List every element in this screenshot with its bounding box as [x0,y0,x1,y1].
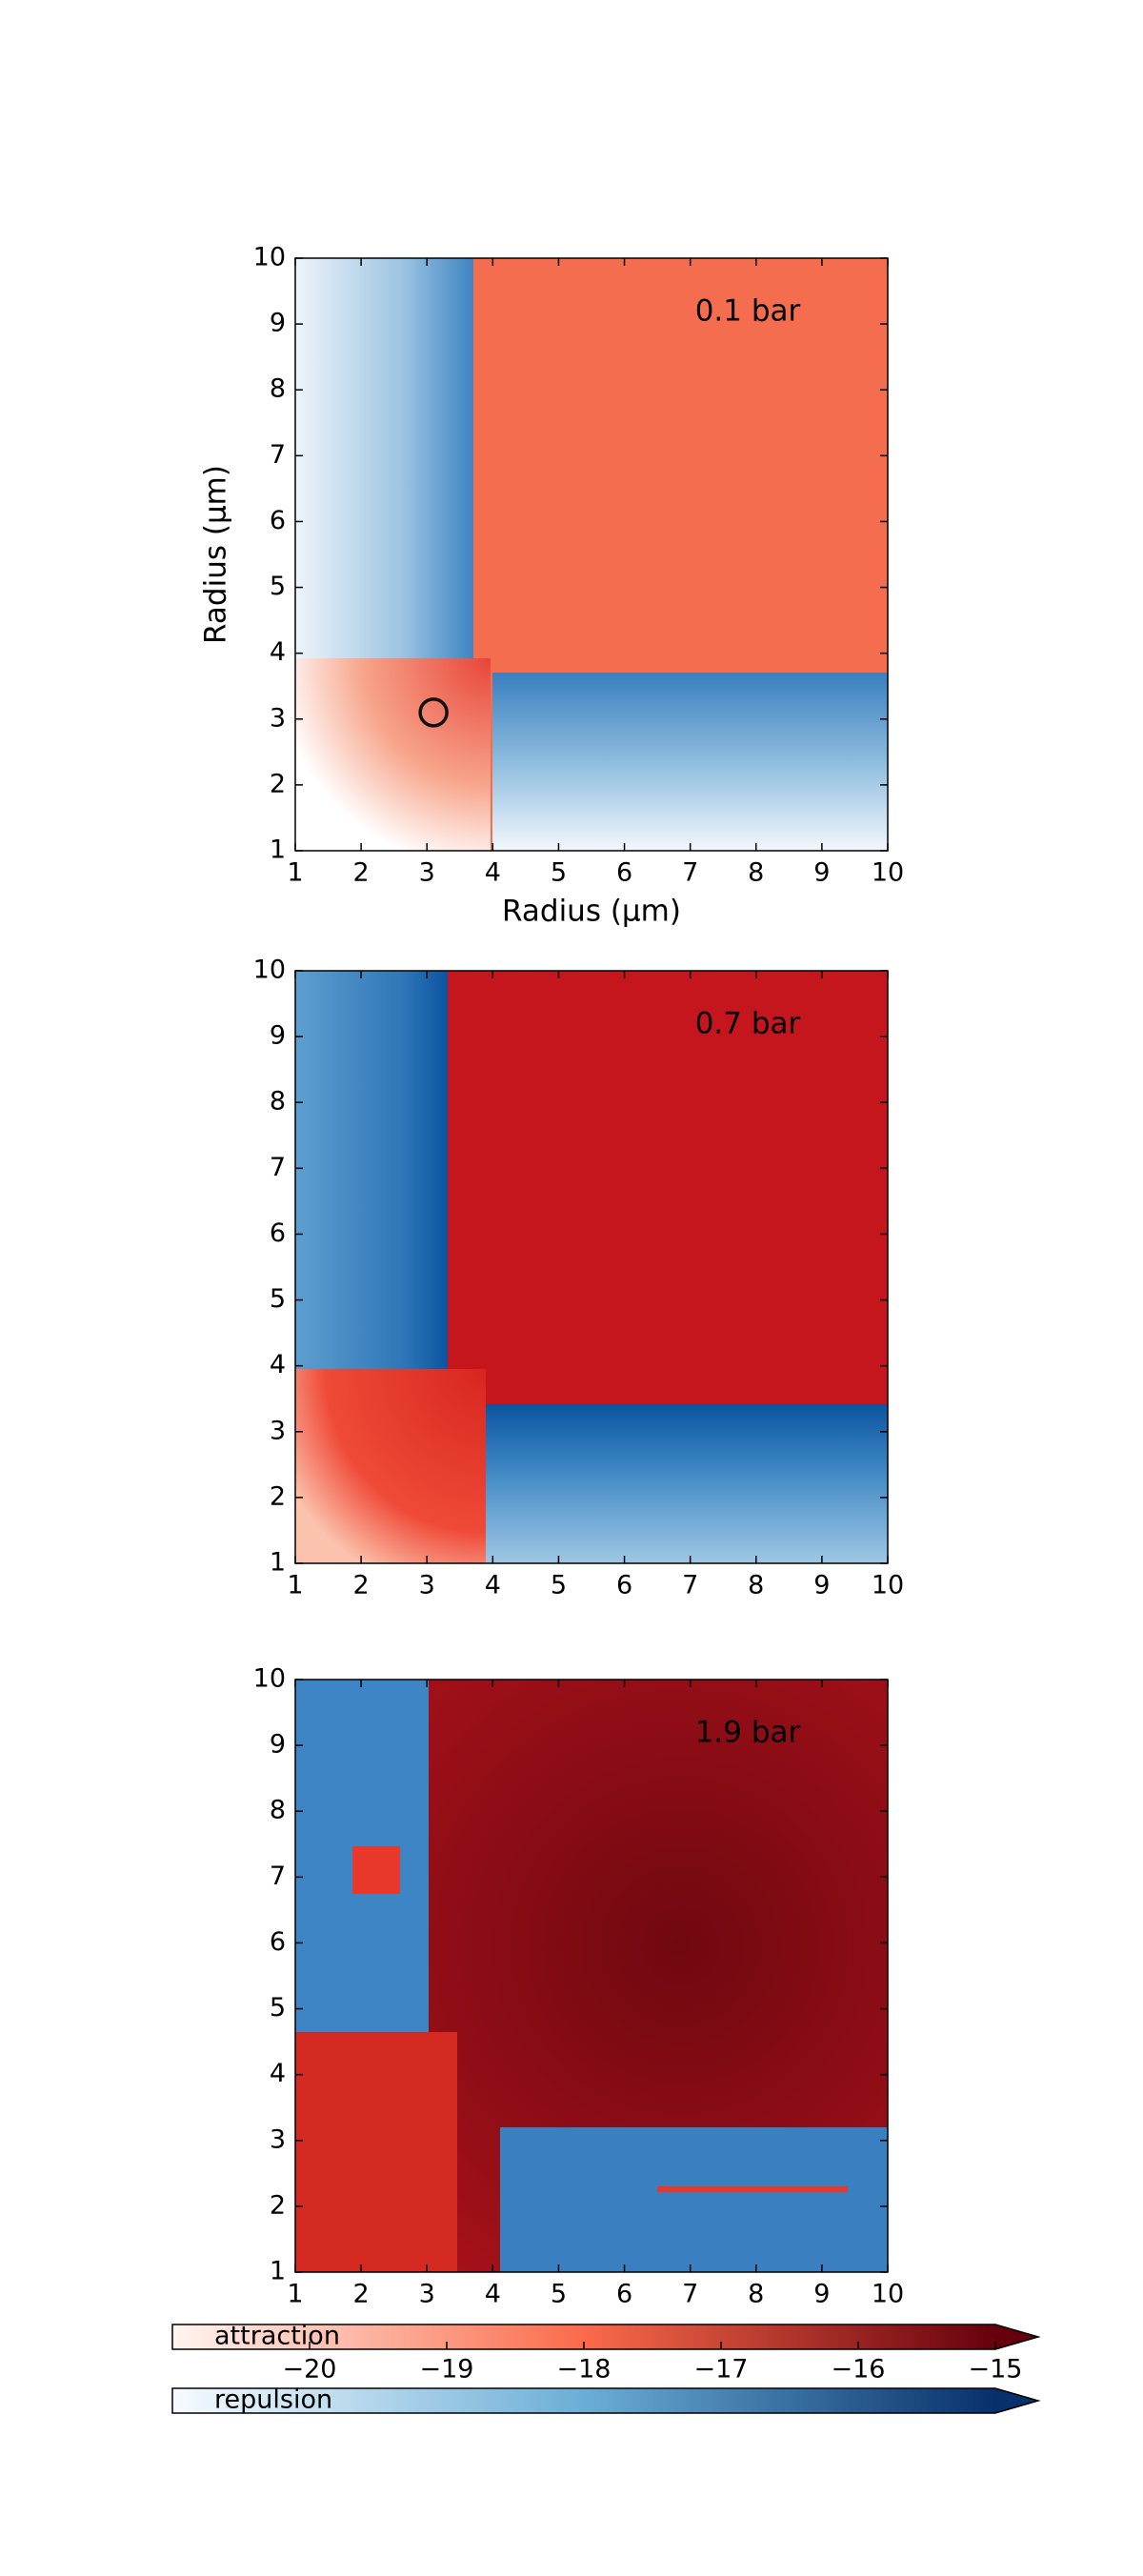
y-tick-label: 10 [253,243,286,272]
x-tick-label: 5 [551,2280,567,2309]
repulsion-region [295,258,473,660]
x-tick-label: 5 [551,1571,567,1600]
x-tick-label: 2 [353,2280,370,2309]
x-tick-label: 10 [872,1571,904,1600]
repulsion-region [492,673,888,851]
axes-frame [294,970,889,1564]
colorbar-tick-label: −17 [694,2355,749,2385]
y-tick-label: 2 [270,2190,286,2220]
x-tick-label: 2 [353,1571,370,1600]
y-tick-label: 4 [270,1350,286,1379]
heatmap-panel: 0.7 bar 1 2 3 4 5 6 7 8 9 10 1 2 3 4 5 6 7 8 9 10 [253,956,905,1600]
colorbar-extension [995,2324,1038,2349]
x-tick-label: 4 [485,1571,501,1600]
x-tick-label: 6 [616,1571,632,1600]
x-tick-label: 6 [616,2280,632,2309]
repulsion-region [500,2127,888,2272]
heatmap-panel: 1.9 bar 1 2 3 4 5 6 7 8 9 10 1 2 3 4 5 6 7 8 9 10 [253,1664,905,2309]
x-tick-label: 1 [287,1571,303,1600]
colorbar-outline [171,2387,1041,2414]
y-tick-label: 3 [270,703,286,733]
x-tick-label: 2 [353,858,370,888]
x-tick-label: 10 [872,2280,904,2309]
y-tick-label: 7 [270,1862,286,1891]
y-tick-label: 8 [270,1796,286,1825]
y-axis-label: Radius (μm) [199,465,233,644]
y-tick-label: 5 [270,1284,286,1314]
colorbar-tick-label: −16 [832,2355,886,2385]
colorbar-tick-label: −19 [420,2355,474,2385]
axes-frame [294,257,889,852]
y-tick-label: 1 [270,835,286,865]
y-tick-label: 10 [253,1664,286,1694]
x-tick-label: 3 [419,858,435,888]
colorbar-label: attraction [214,2322,340,2351]
y-tick-label: 1 [270,1548,286,1578]
x-tick-label: 9 [813,1571,830,1600]
colorbars: attraction repulsion−20 −19 −18 −17 −16 −15 [171,2322,1041,2415]
y-tick-label: 8 [270,1087,286,1117]
x-tick-label: 6 [616,858,632,888]
y-tick-label: 2 [270,1481,286,1511]
colorbar-tick-label: −18 [557,2355,612,2385]
y-tick-label: 4 [270,637,286,667]
x-tick-label: 3 [419,2280,435,2309]
y-tick-label: 6 [270,1927,286,1957]
pressure-label: 0.7 bar [695,1007,801,1041]
colorbar-label: repulsion [214,2385,332,2415]
pressure-label: 1.9 bar [695,1716,801,1750]
y-tick-label: 7 [270,1153,286,1182]
y-tick-label: 9 [270,1021,286,1051]
y-tick-label: 5 [270,572,286,601]
x-axis-label: Radius (μm) [502,895,681,929]
attraction-region [295,658,491,851]
x-tick-label: 8 [748,1571,764,1600]
y-tick-label: 1 [270,2257,286,2286]
x-tick-label: 3 [419,1571,435,1600]
x-tick-label: 1 [287,858,303,888]
x-tick-label: 5 [551,858,567,888]
colorbar-tick-label: −20 [283,2355,337,2385]
repulsion-region [295,971,448,1371]
y-tick-label: 6 [270,1218,286,1248]
x-tick-label: 7 [682,2280,698,2309]
x-tick-label: 9 [813,858,830,888]
x-tick-label: 4 [485,858,501,888]
x-tick-label: 10 [872,858,904,888]
pressure-label: 0.1 bar [695,294,801,329]
y-tick-label: 3 [270,2124,286,2154]
x-tick-label: 7 [682,858,698,888]
y-tick-label: 9 [270,1730,286,1760]
attraction-region [295,1369,486,1563]
x-tick-label: 1 [287,2280,303,2309]
marker-circle [418,697,449,728]
x-tick-label: 8 [748,2280,764,2309]
x-tick-label: 7 [682,1571,698,1600]
x-tick-label: 8 [748,858,764,888]
attraction-region [352,1846,400,1894]
colorbar [172,2388,995,2413]
colorbar-tick-label: −15 [969,2355,1023,2385]
y-tick-label: 9 [270,309,286,338]
y-tick-label: 2 [270,769,286,798]
x-tick-label: 9 [813,2280,830,2309]
y-tick-label: 6 [270,506,286,535]
y-tick-label: 8 [270,374,286,404]
y-tick-label: 5 [270,1993,286,2023]
y-tick-label: 4 [270,2059,286,2088]
heatmap-panel: 0.1 bar 1 2 3 4 5 6 7 8 9 10 1 2 3 4 5 6 7 8 9 10 Radius (μm… [199,243,905,929]
axes-frame [294,1679,889,2273]
colorbar-outline [171,2324,1041,2350]
repulsion-region [481,1404,888,1563]
y-tick-label: 7 [270,440,286,470]
attraction-region [295,2032,457,2272]
y-tick-label: 3 [270,1416,286,1445]
attraction-region [657,2186,848,2192]
colorbar-extension [995,2388,1038,2413]
x-tick-label: 4 [485,2280,501,2309]
y-tick-label: 10 [253,956,286,985]
